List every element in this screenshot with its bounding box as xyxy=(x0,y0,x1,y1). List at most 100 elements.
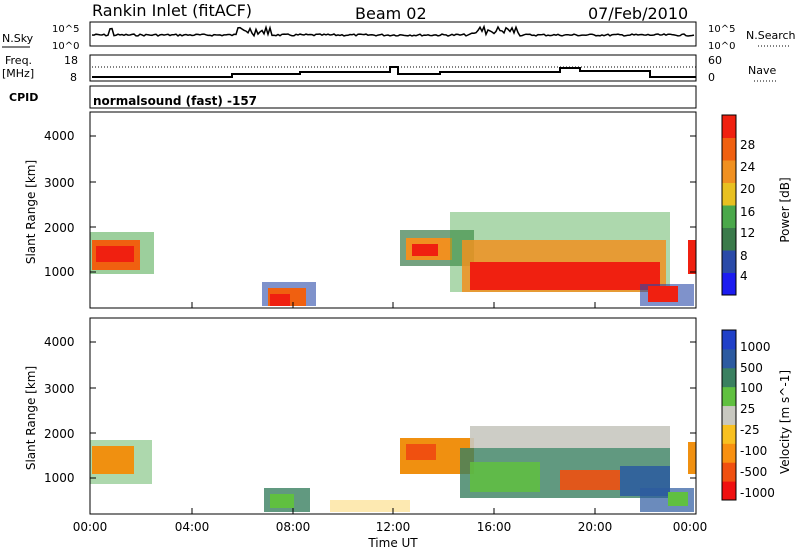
nsearch-tick-bottom: 10^0 xyxy=(708,41,735,52)
power-colorbar-swatch xyxy=(722,115,736,138)
x-tick-0000: 00:00 xyxy=(73,520,108,534)
power-cbar-4: 4 xyxy=(740,269,748,283)
power-colorbar-label: Power [dB] xyxy=(778,177,792,242)
nave-label: Nave xyxy=(748,64,776,77)
velocity-colorbar-swatch xyxy=(722,462,736,482)
power-echo-region-midday xyxy=(400,230,474,266)
velocity-echo-region-night-band xyxy=(330,500,410,512)
freq-unit: [MHz] xyxy=(2,67,34,80)
x-tick-2400: 00:00 xyxy=(673,520,708,534)
velocity-echo-region-morning xyxy=(264,488,310,512)
power-ytick-2000: 2000 xyxy=(44,221,75,235)
velocity-colorbar-swatch xyxy=(722,405,736,425)
power-echo-region-dawn xyxy=(90,232,154,274)
velocity-cbar-25: 25 xyxy=(740,402,755,416)
power-ytick-1000: 1000 xyxy=(44,265,75,279)
date-label: 07/Feb/2010 xyxy=(588,4,688,23)
x-tick-2000: 20:00 xyxy=(578,520,613,534)
nsky-frame xyxy=(89,21,697,47)
nave-tick-bottom: 0 xyxy=(708,71,715,84)
power-colorbar-swatch xyxy=(722,250,736,273)
velocity-echoes xyxy=(90,426,696,512)
velocity-colorbar-frame xyxy=(721,329,737,501)
power-colorbar-swatch xyxy=(722,160,736,183)
power-echo-region-evening xyxy=(640,284,694,306)
power-ytick-3000: 3000 xyxy=(44,176,75,190)
nsky-tick-bottom: 10^0 xyxy=(52,41,79,52)
freq-panel: Freq. [MHz] 18 8 60 0 Nave xyxy=(2,54,776,84)
nsky-label: N.Sky xyxy=(2,32,34,45)
station-title: Rankin Inlet (fitACF) xyxy=(92,1,252,20)
x-tick-1200: 12:00 xyxy=(376,520,411,534)
power-ytick-4000: 4000 xyxy=(44,129,75,143)
x-axis-label: Time UT xyxy=(367,536,418,550)
velocity-ytick-labels: 1000 2000 3000 4000 xyxy=(44,335,75,485)
velocity-panel: Slant Range [km] 1000 2000 3000 4000 100… xyxy=(24,317,792,515)
nsearch-tick-top: 10^5 xyxy=(708,24,735,35)
power-colorbar-swatch xyxy=(722,137,736,161)
power-echoes xyxy=(90,212,696,306)
power-cbar-16: 16 xyxy=(740,205,755,219)
power-colorbar-swatch xyxy=(722,227,736,251)
velocity-cbar-m25: -25 xyxy=(740,423,760,437)
beam-label: Beam 02 xyxy=(355,4,427,23)
velocity-cbar-m100: -100 xyxy=(740,444,767,458)
nsky-trace xyxy=(91,24,695,38)
nave-tick-top: 60 xyxy=(708,54,722,67)
velocity-cbar-m1000: -1000 xyxy=(740,486,775,500)
velocity-ytick-3000: 3000 xyxy=(44,382,75,396)
x-tick-labels: 00:00 04:00 08:00 12:00 16:00 20:00 00:0… xyxy=(73,520,708,534)
velocity-cbar-100: 100 xyxy=(740,381,763,395)
freq-trace xyxy=(92,66,696,78)
cpid-panel: CPID normalsound (fast) -157 xyxy=(9,85,697,109)
power-yticks xyxy=(90,135,696,273)
cpid-label: CPID xyxy=(9,91,38,104)
power-panel: Slant Range [km] 1000 2000 3000 4000 4 8… xyxy=(24,111,792,309)
cpid-frame xyxy=(89,85,697,109)
nsky-tick-top: 10^5 xyxy=(52,24,79,35)
velocity-colorbar-swatch xyxy=(722,424,736,444)
power-cbar-20: 20 xyxy=(740,182,755,196)
freq-frame xyxy=(89,54,697,82)
power-echo-region-dusk-edge xyxy=(688,240,696,274)
x-ticks xyxy=(191,302,596,514)
cpid-text: normalsound (fast) -157 xyxy=(93,94,257,108)
velocity-cbar-500: 500 xyxy=(740,361,763,375)
power-colorbar-ticks: 4 8 12 16 20 24 28 xyxy=(740,138,755,283)
velocity-echo-region-midday xyxy=(400,438,474,474)
power-colorbar-frame xyxy=(721,114,737,296)
power-cbar-28: 28 xyxy=(740,138,755,152)
velocity-colorbar-swatch xyxy=(722,367,736,388)
power-cbar-8: 8 xyxy=(740,249,748,263)
velocity-cbar-m500: -500 xyxy=(740,465,767,479)
nsky-panel: N.Sky 10^5 10^0 10^5 10^0 N.Search xyxy=(2,21,796,52)
velocity-cbar-1000: 1000 xyxy=(740,340,771,354)
freq-tick-top: 18 xyxy=(64,54,78,67)
velocity-echo-region-evening xyxy=(640,488,694,512)
velocity-colorbar-swatch xyxy=(722,443,736,463)
power-ylabel: Slant Range [km] xyxy=(24,160,38,264)
velocity-yticks xyxy=(90,341,696,479)
velocity-echo-region-dusk-edge xyxy=(688,442,696,474)
power-ytick-labels: 1000 2000 3000 4000 xyxy=(44,129,75,279)
velocity-colorbar-swatch xyxy=(722,481,736,501)
velocity-ylabel: Slant Range [km] xyxy=(24,366,38,470)
freq-label: Freq. xyxy=(5,54,32,67)
velocity-colorbar-swatch xyxy=(722,348,736,369)
velocity-echo-region-dawn xyxy=(90,440,152,484)
velocity-colorbar-label: Velocity [m s^-1] xyxy=(778,370,792,474)
velocity-ytick-2000: 2000 xyxy=(44,427,75,441)
power-colorbar-swatch xyxy=(722,272,736,296)
velocity-colorbar-swatch xyxy=(722,386,736,407)
x-tick-0800: 08:00 xyxy=(276,520,311,534)
power-colorbar-swatch xyxy=(722,205,736,228)
nsearch-label: N.Search xyxy=(746,29,796,42)
velocity-colorbar xyxy=(721,329,737,501)
velocity-colorbar-ticks: 1000 500 100 25 -25 -100 -500 -1000 xyxy=(740,340,775,500)
velocity-colorbar-swatch xyxy=(722,330,736,350)
velocity-ytick-4000: 4000 xyxy=(44,335,75,349)
velocity-ytick-1000: 1000 xyxy=(44,471,75,485)
power-cbar-24: 24 xyxy=(740,160,755,174)
power-echo-region-morning xyxy=(262,282,316,306)
x-tick-0400: 04:00 xyxy=(175,520,210,534)
